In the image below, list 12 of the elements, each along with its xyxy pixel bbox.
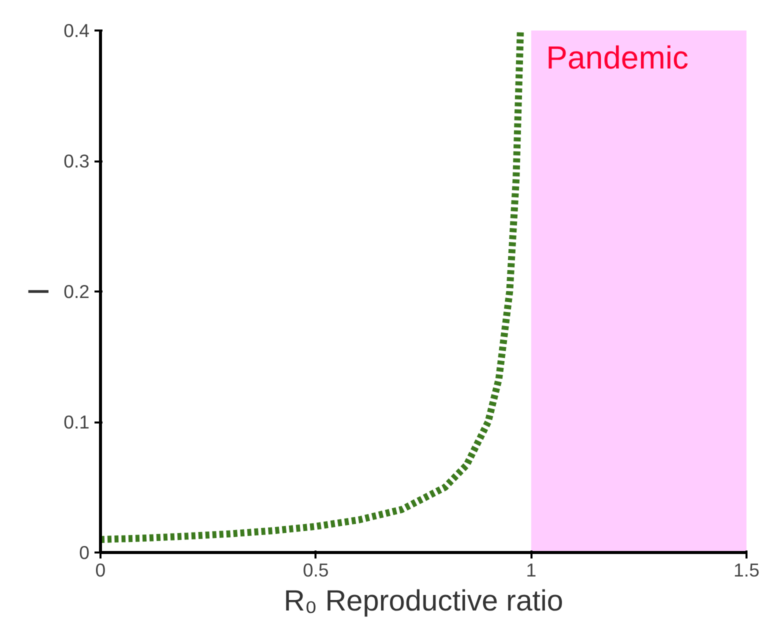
y-tick-label: 0.1 (64, 412, 90, 432)
x-tick-label: 0 (95, 560, 106, 580)
band-label: Pandemic (546, 40, 688, 76)
x-tick-label: 1 (526, 560, 536, 580)
x-tick-label: 1.5 (734, 560, 760, 580)
x-tick-label: 0.5 (302, 560, 329, 580)
y-tick-label: 0.3 (64, 150, 90, 172)
y-tick-label: 0 (79, 542, 90, 563)
y-tick-label: 0.2 (64, 281, 90, 302)
y-axis-title: I (22, 287, 56, 296)
x-axis-title: R₀ Reproductive ratio (284, 584, 564, 618)
y-tick-label: 0.4 (64, 20, 90, 41)
